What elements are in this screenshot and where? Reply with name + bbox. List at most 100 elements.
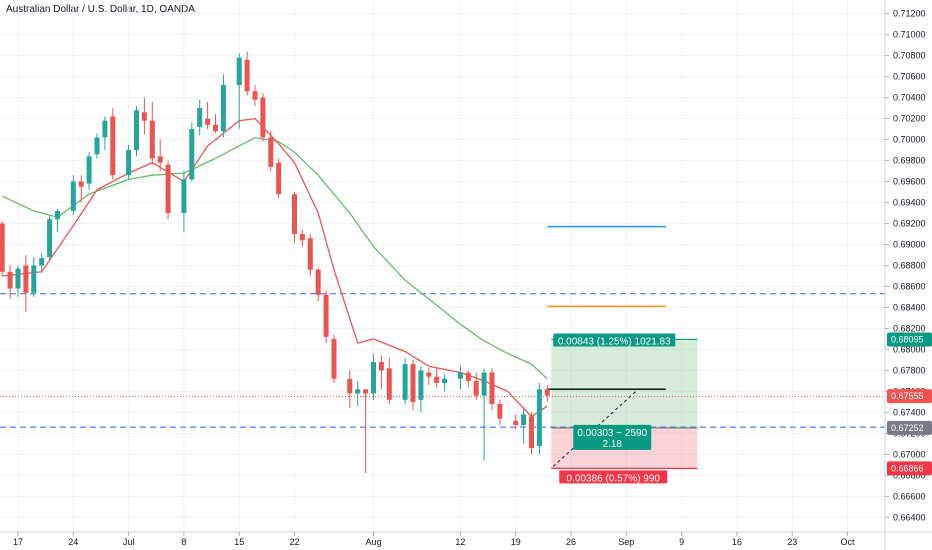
candle-body: [94, 137, 100, 155]
candle-body: [213, 124, 218, 132]
candle-body: [23, 265, 29, 293]
chart-title: Australian Dollar / U.S. Dollar, 1D, OAN…: [6, 4, 195, 15]
candle-body: [497, 403, 503, 419]
candle-body: [378, 362, 384, 371]
candle-body: [355, 389, 361, 394]
y-tick-label: 0.70000: [893, 135, 926, 145]
candle-body: [39, 258, 45, 266]
candle-body: [299, 233, 305, 241]
target-zone: [551, 339, 698, 428]
candle-body: [473, 380, 479, 396]
candle-body: [544, 389, 550, 396]
candle-body: [197, 108, 203, 127]
candle-body: [260, 97, 266, 138]
y-tick-label: 0.71000: [893, 30, 926, 40]
y-tick-label: 0.69400: [893, 198, 926, 208]
y-tick-label: 0.68000: [893, 344, 926, 354]
candle-body: [489, 372, 495, 404]
x-tick-label: 26: [566, 537, 576, 547]
candle-body: [536, 389, 542, 446]
candle-body: [481, 372, 487, 396]
candle-body: [236, 57, 242, 85]
x-tick-label: 24: [68, 537, 78, 547]
y-tick-label: 0.67400: [893, 407, 926, 417]
candle-body: [102, 120, 108, 138]
candle-body: [181, 179, 187, 214]
x-tick-label: Sep: [618, 537, 634, 547]
y-tick-label: 0.69800: [893, 156, 926, 166]
y-tick-label: 0.68400: [893, 302, 926, 312]
candle-body: [70, 181, 76, 211]
target-label-text: 0.00843 (1.25%) 1021.83: [558, 336, 671, 347]
candle-body: [315, 269, 321, 295]
candle-body: [55, 210, 60, 220]
candle-body: [134, 110, 139, 151]
candle-body: [141, 112, 147, 121]
stop-label-text: 0.00386 (0.57%) 990: [567, 473, 661, 484]
price-badge: [887, 332, 932, 347]
candle-body: [157, 156, 163, 163]
candle-body: [347, 378, 353, 394]
price-badge-label: 0.67252: [891, 423, 924, 433]
candle-body: [307, 238, 313, 270]
candle-body: [410, 364, 416, 402]
price-badge-label: 0.68095: [891, 334, 924, 344]
candle-body: [78, 181, 84, 187]
candle-body: [244, 59, 250, 92]
x-tick-label: 19: [511, 537, 521, 547]
y-tick-label: 0.71200: [893, 9, 926, 19]
projection-line: [552, 388, 639, 467]
y-tick-label: 0.69200: [893, 219, 926, 229]
candle-body: [363, 389, 369, 394]
candle-body: [402, 364, 408, 400]
risk-reward-label-box: [573, 424, 652, 450]
candle-body: [86, 156, 92, 184]
x-tick-label: Aug: [365, 537, 381, 547]
candle-body: [149, 120, 155, 159]
candle-body: [110, 116, 116, 176]
candle-body: [386, 368, 392, 400]
price-badge: [887, 461, 932, 476]
x-tick-label: 12: [455, 537, 465, 547]
y-tick-label: 0.67800: [893, 365, 926, 375]
price-badge-label: 0.67555: [891, 391, 924, 401]
candle-body: [189, 129, 195, 180]
candle-body: [15, 268, 21, 289]
x-tick-label: 8: [181, 537, 186, 547]
candle-body: [268, 137, 274, 167]
target-label-box: [553, 333, 676, 347]
x-tick-label: 17: [13, 537, 23, 547]
x-tick-label: Oct: [840, 537, 855, 547]
candle-body: [418, 370, 424, 400]
y-tick-label: 0.67000: [893, 449, 926, 459]
y-tick-label: 0.70800: [893, 51, 926, 61]
candle-body: [465, 372, 471, 381]
candle-body: [276, 162, 282, 195]
candle-body: [457, 372, 463, 379]
x-tick-label: 9: [679, 537, 684, 547]
price-badge-label: 0.66866: [891, 463, 924, 473]
candle-body: [513, 420, 519, 425]
candle-body: [371, 362, 376, 394]
candle-body: [521, 414, 527, 425]
y-tick-label: 0.70200: [893, 114, 926, 124]
y-tick-label: 0.66600: [893, 491, 926, 501]
y-tick-label: 0.70600: [893, 72, 926, 82]
x-tick-label: 16: [732, 537, 742, 547]
price-badge: [887, 389, 932, 404]
candle-body: [426, 372, 432, 377]
y-tick-label: 0.68200: [893, 323, 926, 333]
y-tick-label: 0.68800: [893, 260, 926, 270]
price-badge: [887, 420, 932, 435]
candle-body: [0, 223, 5, 272]
x-tick-label: 15: [234, 537, 244, 547]
x-tick-label: Jul: [123, 537, 135, 547]
risk-reward-label-text: 0.00303 ~ 2590: [577, 428, 647, 439]
candle-body: [252, 91, 258, 100]
candle-body: [434, 376, 440, 383]
stop-label-box: [559, 470, 668, 484]
y-tick-label: 0.66400: [893, 512, 926, 522]
y-tick-label: 0.69000: [893, 239, 926, 249]
ema-red-line: [2, 117, 548, 418]
